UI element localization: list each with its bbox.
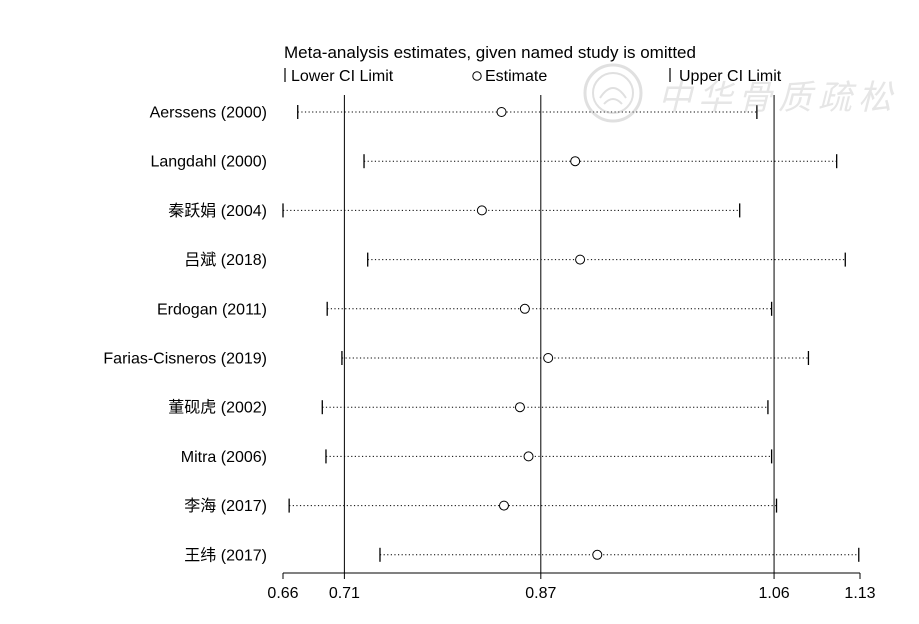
study-row: 李海 (2017) <box>184 497 778 515</box>
study-row: Langdahl (2000) <box>150 154 838 171</box>
estimate-point <box>476 205 487 216</box>
study-row: 董砚虎 (2002) <box>168 399 769 417</box>
legend-estimate-marker <box>472 71 482 81</box>
study-label: 董砚虎 (2002) <box>168 399 267 417</box>
x-tick-label: 1.13 <box>844 585 875 602</box>
study-label: Erdogan (2011) <box>157 301 267 318</box>
study-label: Mitra (2006) <box>181 449 267 466</box>
study-label: Farias-Cisneros (2019) <box>103 351 267 368</box>
study-label: 吕斌 (2018) <box>184 251 267 269</box>
estimate-point <box>498 500 509 511</box>
study-row: Farias-Cisneros (2019) <box>103 351 810 368</box>
study-label: Langdahl (2000) <box>150 154 267 171</box>
x-tick-label: 0.71 <box>329 585 360 602</box>
chart-title: Meta-analysis estimates, given named stu… <box>284 43 696 62</box>
study-label: 李海 (2017) <box>184 497 267 515</box>
legend-upper-label: Upper CI Limit <box>679 68 782 85</box>
study-row: Mitra (2006) <box>181 449 773 466</box>
study-row: Erdogan (2011) <box>157 301 773 318</box>
study-row: 王纬 (2017) <box>184 546 860 564</box>
x-tick-label: 1.06 <box>758 585 789 602</box>
study-label: 王纬 (2017) <box>184 546 267 564</box>
estimate-point <box>543 353 554 363</box>
x-tick-label: 0.87 <box>525 585 556 602</box>
estimate-point <box>519 303 530 314</box>
estimate-point <box>514 402 525 413</box>
legend-lower-label: Lower CI Limit <box>291 68 394 85</box>
study-label: 秦跃娟 (2004) <box>168 202 267 220</box>
legend: Lower CI Limit Estimate Upper CI Limit <box>284 68 782 85</box>
estimate-point <box>496 107 507 117</box>
estimate-point <box>575 254 586 265</box>
study-row: Aerssens (2000) <box>150 105 758 122</box>
study-row: 秦跃娟 (2004) <box>168 202 741 220</box>
estimate-point <box>523 451 534 462</box>
estimate-point <box>570 156 581 167</box>
legend-estimate-label: Estimate <box>485 68 547 85</box>
reference-lines <box>343 95 775 573</box>
study-label: Aerssens (2000) <box>150 105 267 122</box>
x-tick-label: 0.66 <box>267 585 298 602</box>
study-row: 吕斌 (2018) <box>184 251 846 269</box>
study-rows: Aerssens (2000) Langdahl (2000) 秦跃娟 (2004)… <box>103 105 860 564</box>
estimate-point <box>592 549 603 560</box>
x-axis: 0.66 0.71 0.87 1.06 1.13 <box>267 572 876 602</box>
